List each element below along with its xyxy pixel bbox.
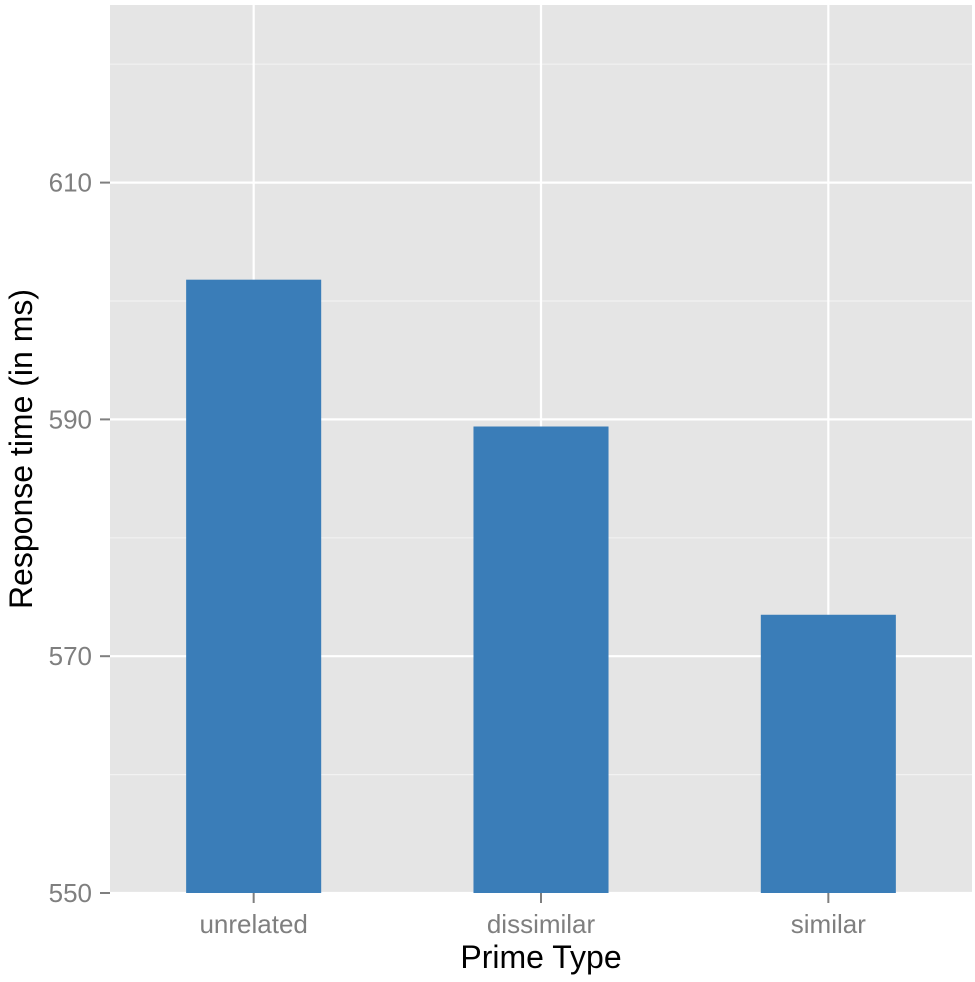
bar-dissimilar — [473, 426, 609, 893]
x-tick-label: unrelated — [199, 909, 307, 939]
x-axis: unrelated dissimilar similar — [199, 893, 866, 939]
x-tick-label: similar — [791, 909, 866, 939]
y-tick-label: 590 — [49, 404, 92, 434]
y-tick-label: 570 — [49, 641, 92, 671]
y-tick-label: 550 — [49, 878, 92, 908]
y-axis-title: Response time (in ms) — [3, 289, 39, 609]
bar-unrelated — [186, 279, 322, 893]
y-axis: 550 570 590 610 — [49, 168, 110, 908]
bar-similar — [760, 614, 896, 893]
y-tick-label: 610 — [49, 168, 92, 198]
bars — [186, 279, 896, 893]
x-axis-title: Prime Type — [460, 939, 621, 975]
x-tick-label: dissimilar — [487, 909, 596, 939]
